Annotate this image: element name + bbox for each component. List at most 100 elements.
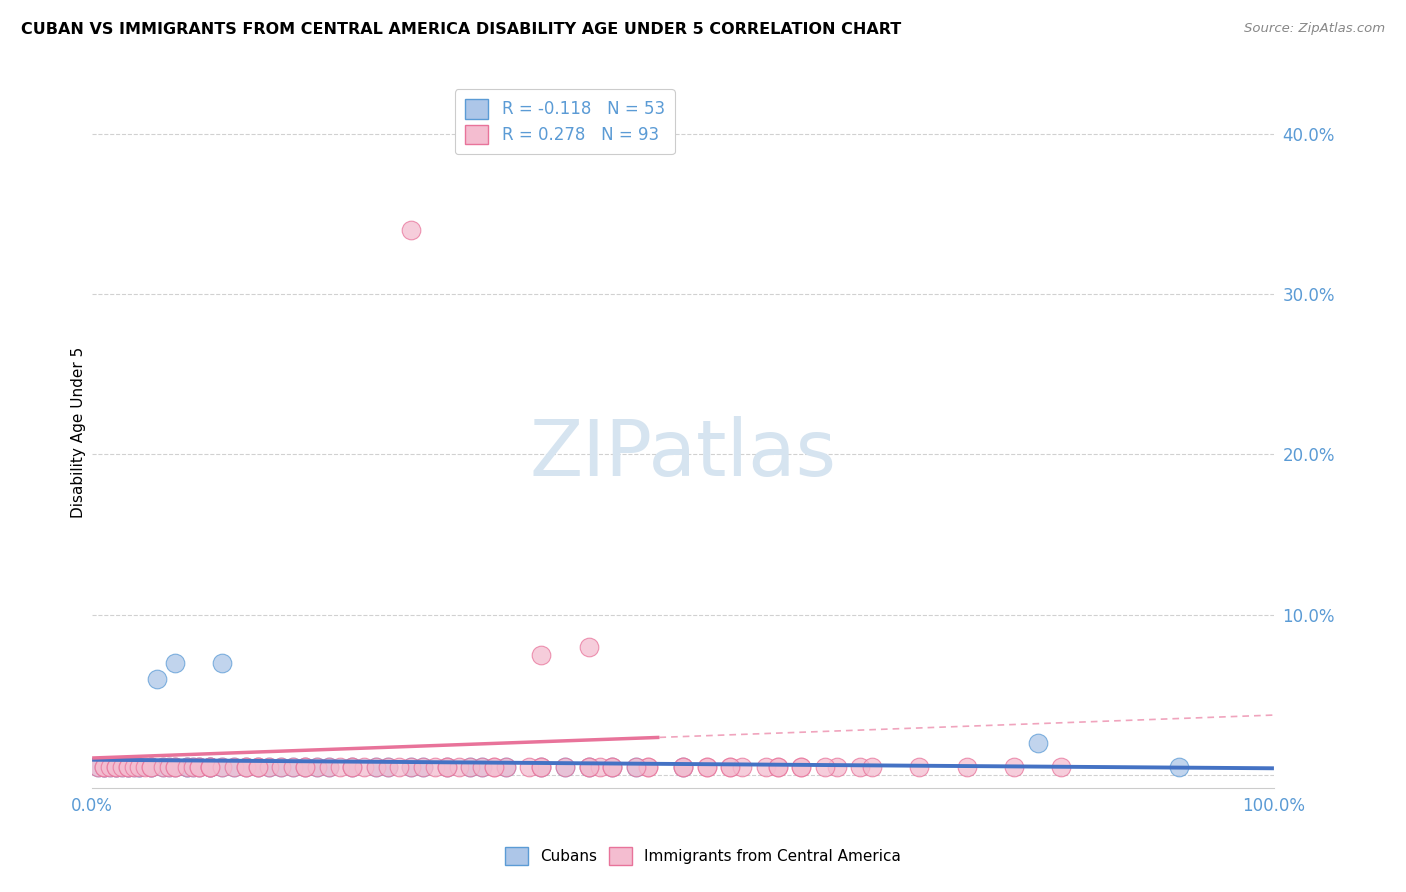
Point xyxy=(530,648,553,662)
Point xyxy=(530,760,553,774)
Point xyxy=(1002,760,1025,774)
Point xyxy=(117,760,139,774)
Point xyxy=(318,760,340,774)
Point xyxy=(495,760,517,774)
Point xyxy=(163,760,186,774)
Point xyxy=(364,760,387,774)
Point xyxy=(377,760,399,774)
Point xyxy=(200,760,222,774)
Point xyxy=(519,760,541,774)
Point xyxy=(200,760,222,774)
Point xyxy=(578,760,600,774)
Point xyxy=(222,760,245,774)
Point xyxy=(157,760,180,774)
Point xyxy=(187,760,209,774)
Point xyxy=(259,760,281,774)
Point xyxy=(141,760,163,774)
Point xyxy=(530,760,553,774)
Point xyxy=(294,760,316,774)
Point xyxy=(152,760,174,774)
Point xyxy=(318,760,340,774)
Point xyxy=(98,760,121,774)
Point xyxy=(388,760,411,774)
Point xyxy=(176,760,198,774)
Point xyxy=(554,760,576,774)
Point xyxy=(128,760,150,774)
Point xyxy=(340,760,363,774)
Point xyxy=(146,672,169,686)
Point xyxy=(281,760,304,774)
Point xyxy=(672,760,695,774)
Point xyxy=(860,760,883,774)
Point xyxy=(718,760,741,774)
Point xyxy=(471,760,494,774)
Point xyxy=(181,760,204,774)
Point xyxy=(495,760,517,774)
Point xyxy=(235,760,257,774)
Point xyxy=(305,760,328,774)
Point xyxy=(141,760,163,774)
Point xyxy=(412,760,434,774)
Point xyxy=(128,760,150,774)
Point xyxy=(246,760,269,774)
Point xyxy=(637,760,659,774)
Point xyxy=(412,760,434,774)
Point xyxy=(141,760,163,774)
Point xyxy=(696,760,718,774)
Point xyxy=(211,760,233,774)
Point xyxy=(294,760,316,774)
Point xyxy=(637,760,659,774)
Point xyxy=(436,760,458,774)
Point xyxy=(825,760,848,774)
Point xyxy=(600,760,623,774)
Point xyxy=(399,223,422,237)
Point xyxy=(235,760,257,774)
Point xyxy=(624,760,647,774)
Point xyxy=(530,760,553,774)
Point xyxy=(482,760,505,774)
Point xyxy=(176,760,198,774)
Point xyxy=(460,760,482,774)
Point xyxy=(117,760,139,774)
Point xyxy=(956,760,979,774)
Point xyxy=(87,760,110,774)
Point xyxy=(340,760,363,774)
Y-axis label: Disability Age Under 5: Disability Age Under 5 xyxy=(72,347,87,518)
Point xyxy=(246,760,269,774)
Point xyxy=(211,656,233,670)
Point xyxy=(578,760,600,774)
Point xyxy=(270,760,292,774)
Point xyxy=(399,760,422,774)
Point xyxy=(104,760,127,774)
Point xyxy=(259,760,281,774)
Point xyxy=(482,760,505,774)
Point xyxy=(908,760,931,774)
Point xyxy=(589,111,612,125)
Point xyxy=(718,760,741,774)
Point xyxy=(696,760,718,774)
Point xyxy=(766,760,789,774)
Point xyxy=(117,760,139,774)
Point xyxy=(163,656,186,670)
Point xyxy=(187,760,209,774)
Point xyxy=(111,760,134,774)
Point xyxy=(246,760,269,774)
Point xyxy=(731,760,754,774)
Point xyxy=(554,760,576,774)
Point xyxy=(329,760,352,774)
Point xyxy=(200,760,222,774)
Point xyxy=(104,760,127,774)
Text: CUBAN VS IMMIGRANTS FROM CENTRAL AMERICA DISABILITY AGE UNDER 5 CORRELATION CHAR: CUBAN VS IMMIGRANTS FROM CENTRAL AMERICA… xyxy=(21,22,901,37)
Point xyxy=(471,760,494,774)
Point xyxy=(305,760,328,774)
Point xyxy=(235,760,257,774)
Point xyxy=(790,760,813,774)
Point xyxy=(128,760,150,774)
Point xyxy=(1026,736,1049,750)
Point xyxy=(436,760,458,774)
Point xyxy=(104,760,127,774)
Point xyxy=(93,760,115,774)
Point xyxy=(176,760,198,774)
Point xyxy=(755,760,778,774)
Point xyxy=(340,760,363,774)
